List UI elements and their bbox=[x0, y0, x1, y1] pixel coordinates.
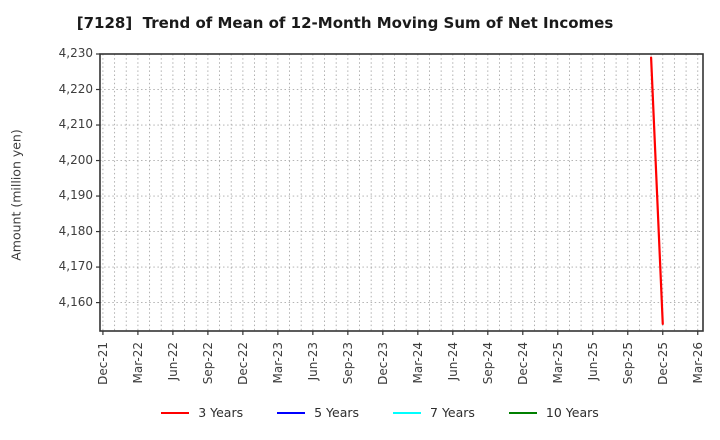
legend-item-7-years: 7 Years bbox=[393, 405, 475, 420]
x-tick-label-text: Mar-26 bbox=[690, 342, 705, 384]
x-tick-label-text: Jun-25 bbox=[585, 342, 600, 381]
legend: 3 Years 5 Years 7 Years 10 Years bbox=[40, 405, 720, 420]
legend-label: 7 Years bbox=[430, 405, 475, 420]
legend-label: 5 Years bbox=[314, 405, 360, 420]
y-tick-label: 4,230 bbox=[58, 46, 93, 60]
y-tick-label: 4,160 bbox=[58, 294, 93, 309]
series-line-3-years bbox=[649, 56, 664, 325]
y-tick-label: 4,220 bbox=[58, 81, 93, 96]
axes-frame bbox=[99, 53, 704, 332]
x-tick-label-text: Mar-25 bbox=[550, 342, 565, 384]
chart-title: [7128] Trend of Mean of 12-Month Moving … bbox=[76, 14, 614, 32]
y-tick-label: 4,180 bbox=[58, 223, 93, 238]
x-tick-label-text: Dec-25 bbox=[655, 342, 670, 385]
legend-label: 10 Years bbox=[545, 405, 599, 420]
y-tick-label: 4,190 bbox=[58, 188, 93, 203]
x-tick-label-text: Jun-23 bbox=[305, 342, 320, 381]
x-tick-label-text: Sep-24 bbox=[480, 342, 495, 385]
x-tick-label-text: Jun-24 bbox=[445, 342, 460, 381]
x-tick-label-text: Sep-22 bbox=[200, 342, 215, 385]
y-tick-label: 4,200 bbox=[58, 152, 93, 167]
x-tick-label-text: Jun-22 bbox=[165, 342, 180, 381]
x-tick-label-text: Mar-23 bbox=[270, 342, 285, 384]
y-tick-label: 4,170 bbox=[58, 259, 93, 274]
x-tick-label-text: Dec-24 bbox=[515, 342, 530, 385]
legend-item-3-years: 3 Years bbox=[161, 405, 243, 420]
x-tick-label-text: Sep-23 bbox=[340, 342, 355, 385]
legend-line-swatch bbox=[508, 411, 537, 414]
legend-item-10-years: 10 Years bbox=[508, 405, 599, 420]
legend-line-swatch bbox=[277, 411, 306, 414]
y-tick-label: 4,210 bbox=[58, 117, 93, 132]
x-tick-label-text: Dec-21 bbox=[95, 342, 110, 385]
legend-label: 3 Years bbox=[198, 405, 244, 420]
x-tick-label-text: Sep-25 bbox=[620, 342, 635, 385]
legend-item-5-years: 5 Years bbox=[277, 405, 359, 420]
x-tick-label-text: Mar-24 bbox=[410, 342, 425, 384]
x-tick-label-text: Mar-22 bbox=[130, 342, 145, 384]
x-tick-label-text: Dec-23 bbox=[375, 342, 390, 385]
legend-line-swatch bbox=[161, 411, 190, 414]
x-tick-label-text: Dec-22 bbox=[235, 342, 250, 385]
legend-line-swatch bbox=[393, 411, 422, 414]
